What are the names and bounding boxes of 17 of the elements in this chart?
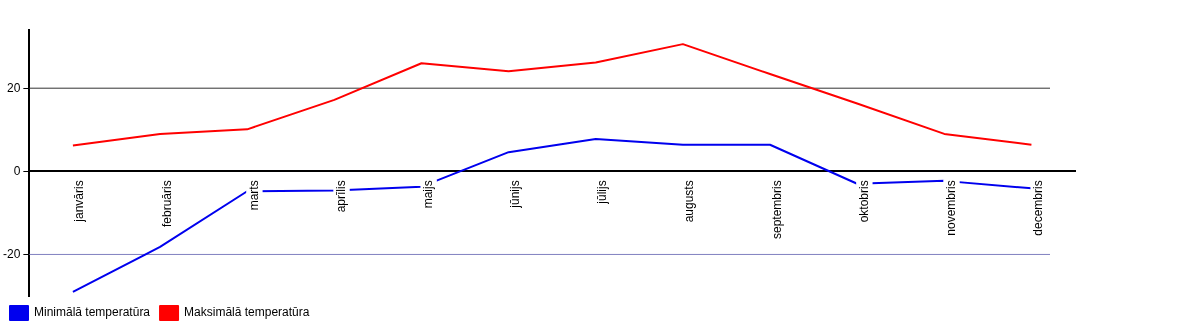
y-tick-label: 20 [6,80,21,95]
x-tick-label: jūlijs [595,180,610,205]
y-tick-label: 0 [13,163,21,178]
x-tick-label: septembris [769,180,784,239]
x-tick-label: februāris [159,180,174,227]
legend-label: Minimālā temperatūra [34,305,151,320]
legend-label: Maksimālā temperatūra [184,305,310,320]
x-tick-label: aprīlis [333,180,348,213]
x-tick-label: jūnijs [508,180,523,209]
x-tick-label: maijs [420,180,435,209]
x-tick-label: decembris [1030,180,1045,236]
x-tick-label: oktobris [856,180,871,223]
x-tick-label: marts [246,180,261,211]
x-tick-label: augusts [682,180,697,223]
y-tick-label: -20 [3,246,21,261]
x-tick-label: janvāris [72,180,87,223]
x-tick-label: novembris [943,180,958,236]
